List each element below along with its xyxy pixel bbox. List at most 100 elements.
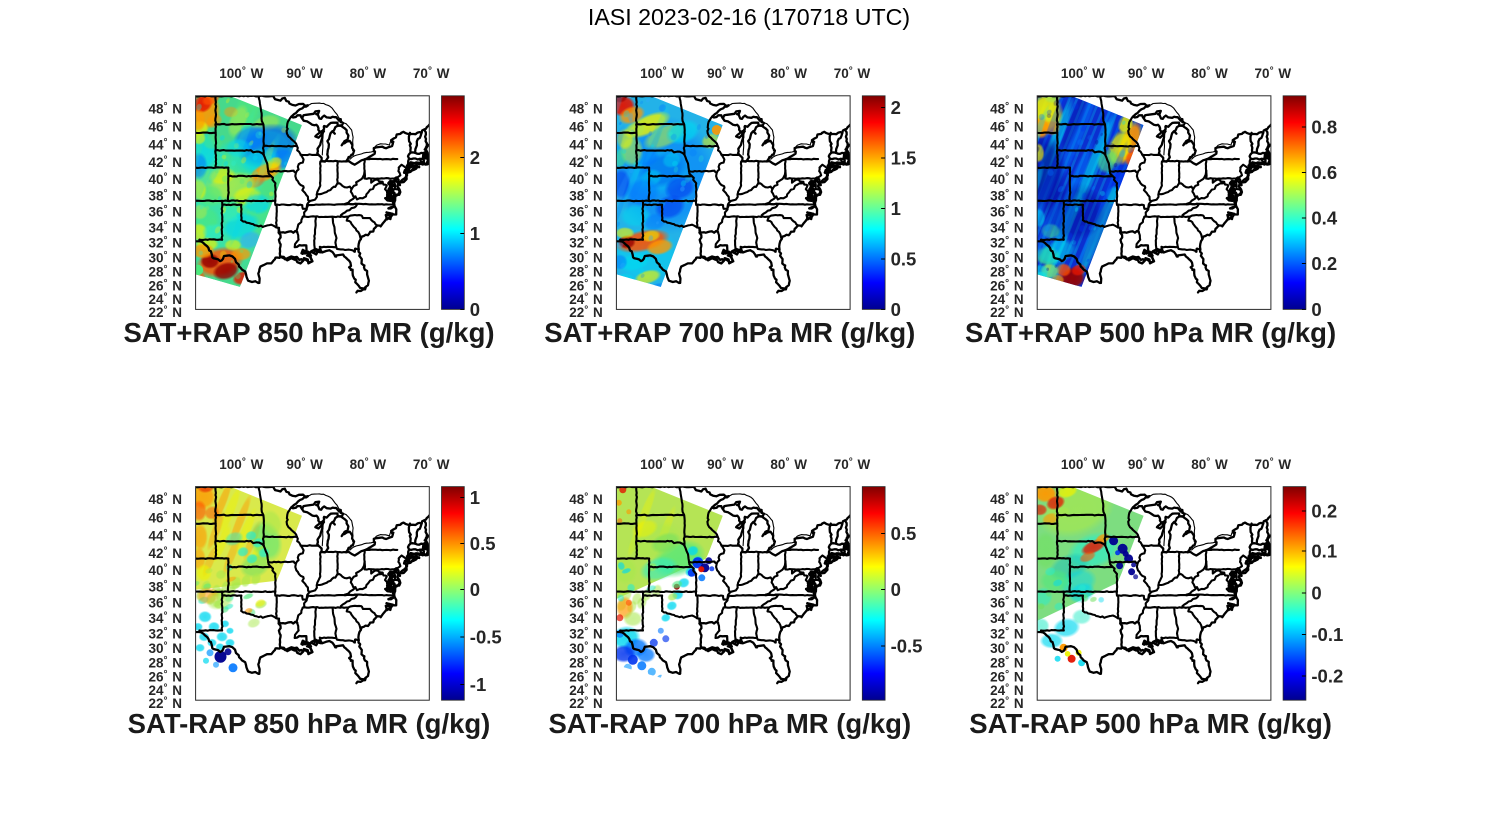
svg-text:0.8: 0.8 <box>1311 117 1337 138</box>
svg-text:100° W: 100° W <box>219 456 263 472</box>
svg-text:48° N: 48° N <box>990 101 1024 117</box>
svg-text:IASI 2023-02-16 (170718 UTC): IASI 2023-02-16 (170718 UTC) <box>588 4 910 30</box>
svg-text:38° N: 38° N <box>569 188 603 204</box>
svg-text:0.1: 0.1 <box>1311 541 1337 562</box>
svg-text:40° N: 40° N <box>148 172 182 188</box>
svg-text:0: 0 <box>470 579 480 600</box>
svg-text:SAT+RAP 500 hPa MR (g/kg): SAT+RAP 500 hPa MR (g/kg) <box>965 317 1336 348</box>
svg-text:28° N: 28° N <box>990 264 1024 280</box>
svg-text:40° N: 40° N <box>569 172 603 188</box>
svg-text:0.5: 0.5 <box>470 533 496 554</box>
svg-text:0.2: 0.2 <box>1311 253 1337 274</box>
svg-text:SAT-RAP 850 hPa MR (g/kg): SAT-RAP 850 hPa MR (g/kg) <box>128 708 491 739</box>
svg-text:-0.1: -0.1 <box>1311 624 1343 645</box>
svg-text:46° N: 46° N <box>990 510 1024 526</box>
svg-text:100° W: 100° W <box>1061 66 1105 82</box>
svg-text:42° N: 42° N <box>990 155 1024 171</box>
svg-text:22° N: 22° N <box>569 305 603 321</box>
svg-text:42° N: 42° N <box>990 545 1024 561</box>
svg-text:26° N: 26° N <box>148 669 182 685</box>
svg-text:38° N: 38° N <box>148 188 182 204</box>
svg-text:0.5: 0.5 <box>891 249 917 270</box>
svg-text:28° N: 28° N <box>569 264 603 280</box>
svg-text:2: 2 <box>891 97 901 118</box>
svg-text:42° N: 42° N <box>148 155 182 171</box>
svg-text:1.5: 1.5 <box>891 148 917 169</box>
svg-text:2: 2 <box>470 147 480 168</box>
svg-text:36° N: 36° N <box>990 204 1024 220</box>
svg-text:0: 0 <box>470 299 480 320</box>
svg-text:-0.5: -0.5 <box>891 636 923 657</box>
svg-text:90° W: 90° W <box>286 456 323 472</box>
svg-text:-1: -1 <box>470 674 486 695</box>
svg-text:24° N: 24° N <box>569 682 603 698</box>
svg-text:28° N: 28° N <box>148 264 182 280</box>
svg-text:90° W: 90° W <box>1128 456 1165 472</box>
svg-text:26° N: 26° N <box>569 278 603 294</box>
svg-text:36° N: 36° N <box>148 595 182 611</box>
svg-text:48° N: 48° N <box>990 492 1024 508</box>
svg-text:22° N: 22° N <box>148 695 182 711</box>
svg-text:SAT-RAP 500 hPa MR (g/kg): SAT-RAP 500 hPa MR (g/kg) <box>969 708 1332 739</box>
svg-text:70° W: 70° W <box>1255 456 1292 472</box>
svg-text:80° W: 80° W <box>770 456 807 472</box>
svg-text:34° N: 34° N <box>569 611 603 627</box>
svg-text:1: 1 <box>470 223 480 244</box>
svg-text:28° N: 28° N <box>148 655 182 671</box>
svg-text:80° W: 80° W <box>350 456 387 472</box>
svg-text:32° N: 32° N <box>148 235 182 251</box>
svg-text:42° N: 42° N <box>569 155 603 171</box>
svg-text:36° N: 36° N <box>569 204 603 220</box>
svg-text:32° N: 32° N <box>569 626 603 642</box>
svg-text:44° N: 44° N <box>990 137 1024 153</box>
svg-text:46° N: 46° N <box>569 510 603 526</box>
svg-text:70° W: 70° W <box>413 456 450 472</box>
svg-text:0.6: 0.6 <box>1311 162 1337 183</box>
svg-text:0: 0 <box>1311 299 1321 320</box>
svg-text:26° N: 26° N <box>569 669 603 685</box>
svg-text:48° N: 48° N <box>148 492 182 508</box>
svg-text:100° W: 100° W <box>219 66 263 82</box>
svg-text:40° N: 40° N <box>990 562 1024 578</box>
svg-text:SAT+RAP 850 hPa MR (g/kg): SAT+RAP 850 hPa MR (g/kg) <box>123 317 494 348</box>
svg-text:26° N: 26° N <box>990 278 1024 294</box>
svg-text:24° N: 24° N <box>148 682 182 698</box>
svg-text:0: 0 <box>1311 583 1321 604</box>
svg-text:34° N: 34° N <box>148 220 182 236</box>
svg-text:38° N: 38° N <box>990 579 1024 595</box>
svg-text:46° N: 46° N <box>148 119 182 135</box>
svg-text:100° W: 100° W <box>640 66 684 82</box>
svg-text:90° W: 90° W <box>286 66 323 82</box>
svg-text:22° N: 22° N <box>148 305 182 321</box>
svg-text:42° N: 42° N <box>148 545 182 561</box>
svg-text:70° W: 70° W <box>834 456 871 472</box>
svg-text:38° N: 38° N <box>569 579 603 595</box>
svg-text:30° N: 30° N <box>148 250 182 266</box>
svg-text:SAT-RAP 700 hPa MR (g/kg): SAT-RAP 700 hPa MR (g/kg) <box>548 708 911 739</box>
svg-text:34° N: 34° N <box>148 611 182 627</box>
svg-text:24° N: 24° N <box>990 292 1024 308</box>
svg-text:38° N: 38° N <box>148 579 182 595</box>
svg-text:80° W: 80° W <box>1191 456 1228 472</box>
svg-text:24° N: 24° N <box>148 292 182 308</box>
svg-text:-0.2: -0.2 <box>1311 666 1343 687</box>
svg-text:32° N: 32° N <box>990 235 1024 251</box>
svg-text:38° N: 38° N <box>990 188 1024 204</box>
svg-text:36° N: 36° N <box>569 595 603 611</box>
svg-text:SAT+RAP 700 hPa MR (g/kg): SAT+RAP 700 hPa MR (g/kg) <box>544 317 915 348</box>
svg-text:40° N: 40° N <box>990 172 1024 188</box>
svg-text:46° N: 46° N <box>569 119 603 135</box>
svg-text:34° N: 34° N <box>990 220 1024 236</box>
svg-text:32° N: 32° N <box>148 626 182 642</box>
svg-text:30° N: 30° N <box>569 641 603 657</box>
svg-text:48° N: 48° N <box>569 492 603 508</box>
svg-text:30° N: 30° N <box>990 250 1024 266</box>
svg-text:32° N: 32° N <box>569 235 603 251</box>
svg-text:28° N: 28° N <box>569 655 603 671</box>
svg-text:90° W: 90° W <box>707 456 744 472</box>
svg-text:46° N: 46° N <box>990 119 1024 135</box>
svg-text:80° W: 80° W <box>350 66 387 82</box>
svg-text:44° N: 44° N <box>148 137 182 153</box>
svg-text:32° N: 32° N <box>990 626 1024 642</box>
svg-text:80° W: 80° W <box>770 66 807 82</box>
